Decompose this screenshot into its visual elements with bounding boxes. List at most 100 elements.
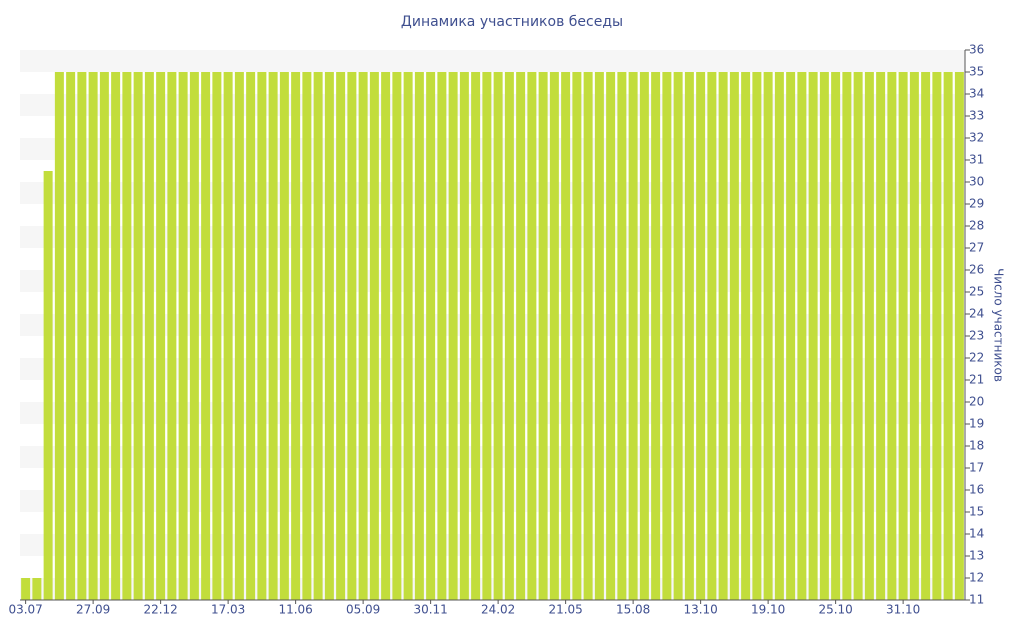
grid-band [20, 270, 965, 292]
bar [347, 72, 357, 600]
bar [201, 72, 211, 600]
x-tick-label: 22.12 [143, 603, 177, 617]
bar [358, 72, 368, 600]
y-tick-label: 11 [969, 593, 984, 607]
grid-band [20, 314, 965, 336]
bar [561, 72, 571, 600]
bar [459, 72, 469, 600]
bar [898, 72, 908, 600]
bar [741, 72, 751, 600]
bar [122, 72, 132, 600]
y-tick-label: 25 [969, 285, 984, 299]
x-tick-label: 31.10 [886, 603, 920, 617]
bar [606, 72, 616, 600]
y-tick-label: 34 [969, 87, 984, 101]
grid-band [20, 94, 965, 116]
bar [426, 72, 436, 600]
bar [887, 72, 897, 600]
chart-title: Динамика участников беседы [401, 14, 623, 30]
y-tick-label: 13 [969, 549, 984, 563]
bar [819, 72, 829, 600]
bar [774, 72, 784, 600]
bar [66, 72, 76, 600]
bar [77, 72, 87, 600]
bar [246, 72, 256, 600]
y-tick-label: 23 [969, 329, 984, 343]
x-tick-label: 15.08 [616, 603, 650, 617]
y-axis-label: Число участников [992, 268, 1006, 382]
grid-band [20, 138, 965, 160]
bar [167, 72, 177, 600]
bar [572, 72, 582, 600]
bar [268, 72, 278, 600]
bar [99, 72, 109, 600]
y-tick-label: 24 [969, 307, 984, 321]
bar [752, 72, 762, 600]
bar [831, 72, 841, 600]
grid-band [20, 490, 965, 512]
y-tick-label: 29 [969, 197, 984, 211]
bar [54, 72, 64, 600]
y-tick-label: 30 [969, 175, 984, 189]
grid-band [20, 402, 965, 424]
x-tick-label: 27.09 [76, 603, 110, 617]
grid-band [20, 358, 965, 380]
bar [617, 72, 627, 600]
bar [932, 72, 942, 600]
bar [302, 72, 312, 600]
bar [718, 72, 728, 600]
y-tick-label: 14 [969, 527, 984, 541]
y-tick-label: 21 [969, 373, 984, 387]
bar [808, 72, 818, 600]
bar [369, 72, 379, 600]
bar [684, 72, 694, 600]
bar [212, 72, 222, 600]
y-tick-label: 32 [969, 131, 984, 145]
y-tick-label: 26 [969, 263, 984, 277]
bar [313, 72, 323, 600]
y-tick-label: 35 [969, 65, 984, 79]
bar [257, 72, 267, 600]
bar [921, 72, 931, 600]
bar [943, 72, 953, 600]
bar [133, 72, 143, 600]
bar [482, 72, 492, 600]
bar [516, 72, 526, 600]
bar [639, 72, 649, 600]
bar [493, 72, 503, 600]
bar [448, 72, 458, 600]
x-tick-label: 13.10 [683, 603, 717, 617]
y-tick-label: 28 [969, 219, 984, 233]
bar [909, 72, 919, 600]
y-tick-label: 36 [969, 43, 984, 57]
bar [527, 72, 537, 600]
bar [786, 72, 796, 600]
bar [437, 72, 447, 600]
y-tick-label: 20 [969, 395, 984, 409]
bar [864, 72, 874, 600]
y-tick-label: 31 [969, 153, 984, 167]
bar [156, 72, 166, 600]
bar [876, 72, 886, 600]
bar [21, 578, 31, 600]
grid-band [20, 50, 965, 72]
x-tick-label: 19.10 [751, 603, 785, 617]
x-tick-label: 25.10 [818, 603, 852, 617]
bar [471, 72, 481, 600]
bar [673, 72, 683, 600]
bar [797, 72, 807, 600]
grid-band [20, 226, 965, 248]
bar [403, 72, 413, 600]
y-tick-label: 22 [969, 351, 984, 365]
bar [88, 72, 98, 600]
grid-band [20, 446, 965, 468]
bar [594, 72, 604, 600]
bar [234, 72, 244, 600]
bar [178, 72, 188, 600]
y-tick-label: 33 [969, 109, 984, 123]
bar [414, 72, 424, 600]
bar [223, 72, 233, 600]
bar [32, 578, 42, 600]
x-tick-label: 24.02 [481, 603, 515, 617]
